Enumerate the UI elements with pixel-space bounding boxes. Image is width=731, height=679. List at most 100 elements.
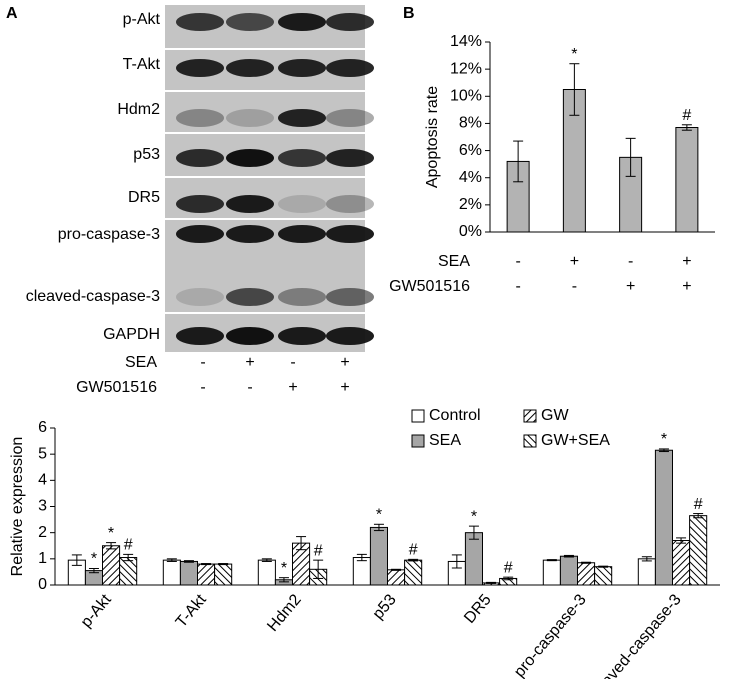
significance-mark: *	[108, 525, 114, 542]
blot-band	[278, 195, 326, 213]
y-axis-label: Relative expression	[9, 437, 26, 577]
error-bar	[641, 556, 652, 562]
treatment-sign: -	[515, 278, 520, 295]
bar	[387, 569, 406, 586]
error-bar	[486, 581, 497, 584]
error-bar	[313, 559, 324, 579]
treatment-sign: -	[515, 253, 520, 270]
blot-band	[278, 288, 326, 306]
treatment-sign: -	[200, 354, 205, 371]
error-bar	[546, 559, 557, 562]
error-bar	[563, 554, 574, 558]
blot-band	[226, 109, 274, 127]
error-bar	[201, 563, 212, 566]
y-tick-label: 4	[38, 472, 47, 489]
y-tick-label: 8%	[459, 115, 482, 132]
x-tick-label: p-Akt	[78, 591, 115, 631]
blot-band	[226, 149, 274, 167]
blot-band	[278, 225, 326, 243]
panel-label: A	[6, 5, 18, 22]
bar	[672, 540, 691, 586]
error-bar	[373, 523, 384, 532]
bar	[257, 559, 276, 586]
treatment-sign: -	[290, 354, 295, 371]
legend-label: GW	[541, 407, 569, 424]
legend-swatch	[523, 434, 537, 448]
bar	[637, 558, 656, 586]
blot-band	[176, 225, 224, 243]
blot-row-label: T-Akt	[123, 56, 161, 73]
significance-mark: *	[91, 551, 97, 568]
blot-band	[176, 109, 224, 127]
y-tick-label: 5	[38, 445, 47, 462]
blot-band	[326, 13, 374, 31]
error-bar	[88, 568, 99, 574]
blot-band	[226, 13, 274, 31]
blot-band	[326, 109, 374, 127]
x-tick-label: pro-caspase-3	[511, 591, 590, 679]
y-axis-label: Apoptosis rate	[424, 86, 441, 188]
y-tick-label: 2	[38, 524, 47, 541]
blot-band	[176, 13, 224, 31]
x-tick-label: DR5	[461, 591, 495, 627]
bar	[119, 557, 138, 586]
blot-band	[226, 195, 274, 213]
legend-swatch	[523, 409, 537, 423]
treatment-sign: +	[340, 379, 349, 396]
error-bar	[451, 554, 462, 569]
blot-band	[278, 109, 326, 127]
legend-label: SEA	[429, 432, 461, 449]
significance-mark: #	[682, 107, 691, 124]
significance-mark: #	[124, 537, 133, 554]
bar	[214, 563, 233, 586]
significance-mark: #	[314, 542, 323, 559]
bar	[162, 559, 181, 586]
error-bar	[296, 536, 307, 551]
blot-band	[326, 327, 374, 345]
bar	[197, 563, 216, 586]
x-tick-label: cleaved-caspase-3	[585, 591, 684, 679]
y-tick-label: 2%	[459, 196, 482, 213]
blot-row-label: pro-caspase-3	[58, 226, 160, 243]
x-tick-label: T-Akt	[173, 591, 210, 631]
error-bar	[123, 553, 134, 562]
error-bar	[625, 137, 636, 177]
bar	[577, 562, 596, 586]
blot-band	[226, 225, 274, 243]
y-tick-label: 14%	[450, 33, 482, 50]
error-bar	[261, 558, 272, 562]
treatment-label: GW501516	[76, 379, 157, 396]
legend-label: Control	[429, 407, 481, 424]
y-tick-label: 0%	[459, 223, 482, 240]
treatment-sign: +	[570, 253, 579, 270]
treatment-sign: +	[682, 253, 691, 270]
x-tick-label: p53	[370, 591, 400, 622]
y-tick-label: 1	[38, 550, 47, 567]
error-bar	[71, 554, 82, 566]
treatment-sign: -	[200, 379, 205, 396]
blot-row-label: GAPDH	[103, 326, 160, 343]
blot-band	[326, 195, 374, 213]
blot-band	[176, 195, 224, 213]
error-bar	[681, 124, 692, 131]
x-tick-label: Hdm2	[264, 591, 305, 635]
blot-band	[176, 59, 224, 77]
significance-mark: #	[694, 496, 703, 513]
significance-mark: *	[281, 560, 287, 577]
error-bar	[218, 563, 229, 566]
blot-row-label: p53	[133, 146, 160, 163]
significance-mark: #	[504, 559, 513, 576]
bar	[594, 566, 613, 586]
blot-band	[326, 288, 374, 306]
treatment-sign: +	[626, 278, 635, 295]
treatment-sign: -	[628, 253, 633, 270]
y-tick-label: 0	[38, 576, 47, 593]
error-bar	[468, 525, 479, 540]
error-bar	[106, 542, 117, 550]
treatment-sign: +	[682, 278, 691, 295]
blot-row-label: p-Akt	[123, 11, 161, 28]
bar	[102, 545, 121, 586]
y-tick-label: 10%	[450, 88, 482, 105]
error-bar	[356, 553, 367, 562]
